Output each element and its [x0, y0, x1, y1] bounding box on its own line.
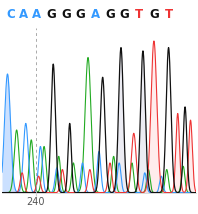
Text: T: T — [165, 8, 173, 21]
Text: A: A — [19, 8, 29, 21]
Text: C: C — [7, 8, 15, 21]
Text: A: A — [32, 8, 41, 21]
Text: G: G — [149, 8, 159, 21]
Text: G: G — [120, 8, 129, 21]
Text: G: G — [105, 8, 115, 21]
Text: A: A — [91, 8, 100, 21]
Text: G: G — [61, 8, 71, 21]
Text: T: T — [135, 8, 143, 21]
Text: G: G — [76, 8, 86, 21]
Text: G: G — [47, 8, 56, 21]
